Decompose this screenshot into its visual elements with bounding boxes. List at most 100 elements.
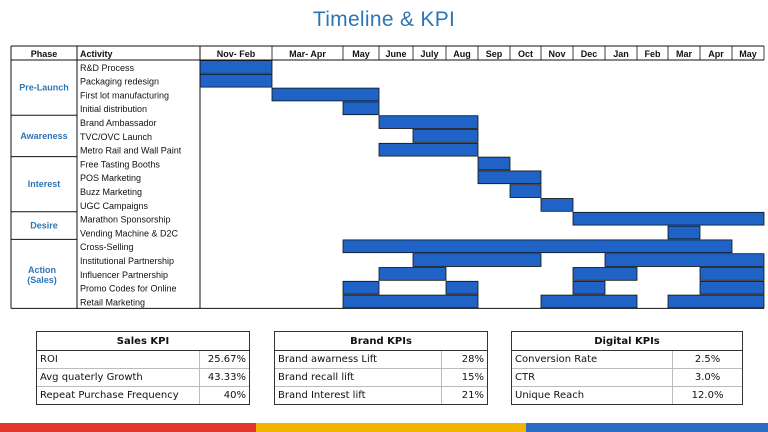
phase-label: Action: [28, 265, 56, 275]
activity-label: Metro Rail and Wall Paint: [80, 146, 182, 156]
gantt-bar: [699, 280, 765, 295]
month-header: Oct: [518, 49, 533, 59]
kpi-label: Repeat Purchase Frequency: [37, 386, 200, 404]
digital-kpi-table: Digital KPIs Conversion Rate 2.5% CTR 3.0%…: [511, 331, 743, 405]
activity-label: Cross-Selling: [80, 242, 134, 252]
gantt-bar: [604, 253, 765, 267]
gantt-bar: [477, 156, 511, 171]
month-header: July: [420, 49, 438, 59]
month-header: Nov: [548, 49, 565, 59]
kpi-label: ROI: [37, 350, 200, 369]
footer-segment-yellow: [256, 423, 526, 432]
kpi-value: 25.67%: [199, 350, 249, 369]
table-row: Unique Reach 12.0%: [512, 386, 742, 404]
phase-header: Phase: [31, 49, 58, 59]
activity-label: TVC/OVC Launch: [80, 132, 152, 142]
month-header: June: [385, 49, 406, 59]
activity-label: Influencer Partnership: [80, 270, 168, 280]
activity-label: Promo Codes for Online: [80, 284, 177, 294]
gantt-bar: [342, 101, 380, 116]
table-row: Avg quaterly Growth 43.33%: [37, 368, 249, 387]
month-header: Sep: [486, 49, 503, 59]
gantt-bar: [667, 225, 701, 240]
brand-kpi-title: Brand KPIs: [275, 332, 487, 351]
gantt-bar: [378, 267, 447, 281]
month-header: Mar- Apr: [289, 49, 326, 59]
activity-label: Free Tasting Booths: [80, 159, 160, 169]
footer-color-bar: [0, 423, 768, 432]
activity-label: First lot manufacturing: [80, 90, 169, 100]
kpi-value: 40%: [199, 386, 249, 404]
footer-segment-blue: [526, 423, 768, 432]
activity-label: UGC Campaigns: [80, 201, 149, 211]
table-row: ROI 25.67%: [37, 350, 249, 369]
month-header: Nov- Feb: [217, 49, 256, 59]
footer-segment-red: [0, 423, 256, 432]
gantt-bar: [412, 129, 479, 143]
gantt-bar: [342, 280, 380, 295]
brand-kpi-table: Brand KPIs Brand awarness Lift 28% Brand …: [274, 331, 488, 405]
kpi-label: Brand awarness Lift: [275, 350, 443, 369]
kpi-label: Brand Interest lift: [275, 386, 443, 404]
kpi-label: CTR: [512, 368, 674, 387]
table-row: Brand recall lift 15%: [275, 368, 487, 387]
kpi-label: Unique Reach: [512, 386, 674, 404]
month-header: Feb: [644, 49, 661, 59]
gantt-chart: Phase Activity Nov- Feb Mar- Apr May June July…: [10, 45, 765, 309]
activity-label: Packaging redesign: [80, 77, 159, 87]
gantt-bar: [699, 267, 765, 281]
page-title: Timeline & KPI: [312, 8, 456, 31]
gantt-bar: [540, 198, 574, 212]
table-row: CTR 3.0%: [512, 368, 742, 387]
month-header: Aug: [453, 49, 471, 59]
table-row: Repeat Purchase Frequency 40%: [37, 386, 249, 404]
gantt-bar: [572, 267, 638, 281]
kpi-value: 43.33%: [199, 368, 249, 387]
month-header: May: [739, 49, 757, 59]
kpi-label: Brand recall lift: [275, 368, 443, 387]
activity-label: R&D Process: [80, 63, 135, 73]
activity-label: POS Marketing: [80, 173, 141, 183]
gantt-bar: [412, 253, 542, 267]
gantt-bar: [445, 280, 479, 295]
gantt-bar: [378, 142, 479, 157]
month-header: Jan: [613, 49, 629, 59]
kpi-value: 3.0%: [672, 368, 742, 387]
activity-label: Buzz Marketing: [80, 187, 142, 197]
gantt-bar: [572, 280, 606, 295]
gantt-bar: [199, 60, 273, 74]
gantt-bar: [378, 115, 479, 129]
sales-kpi-title: Sales KPI: [37, 332, 249, 351]
kpi-value: 21%: [441, 386, 487, 404]
phase-label: Pre-Launch: [19, 83, 69, 93]
kpi-label: Conversion Rate: [512, 350, 674, 369]
gantt-bar: [509, 184, 542, 198]
gantt-bar: [667, 294, 765, 309]
table-row: Brand awarness Lift 28%: [275, 350, 487, 369]
activity-header: Activity: [80, 49, 113, 59]
gantt-bar: [572, 211, 765, 226]
activity-label: Marathon Sponsorship: [80, 215, 171, 225]
phase-label: (Sales): [27, 275, 57, 285]
kpi-label: Avg quaterly Growth: [37, 368, 200, 387]
gantt-bar: [342, 294, 479, 309]
table-row: Brand Interest lift 21%: [275, 386, 487, 404]
gantt-bar: [540, 294, 638, 309]
digital-kpi-title: Digital KPIs: [512, 332, 742, 351]
gantt-bar: [271, 87, 380, 102]
phase-label: Interest: [28, 179, 61, 189]
month-header: Dec: [581, 49, 598, 59]
kpi-value: 2.5%: [672, 350, 742, 369]
gantt-bar: [199, 73, 273, 88]
gantt-bar: [477, 170, 542, 185]
month-header: Mar: [676, 49, 693, 59]
activity-label: Initial distribution: [80, 104, 147, 114]
activity-label: Retail Marketing: [80, 297, 145, 307]
activity-label: Institutional Partnership: [80, 256, 174, 266]
kpi-value: 12.0%: [672, 386, 742, 404]
month-header: Apr: [708, 49, 724, 59]
kpi-value: 28%: [441, 350, 487, 369]
kpi-value: 15%: [441, 368, 487, 387]
table-row: Conversion Rate 2.5%: [512, 350, 742, 369]
phase-label: Desire: [30, 221, 58, 231]
